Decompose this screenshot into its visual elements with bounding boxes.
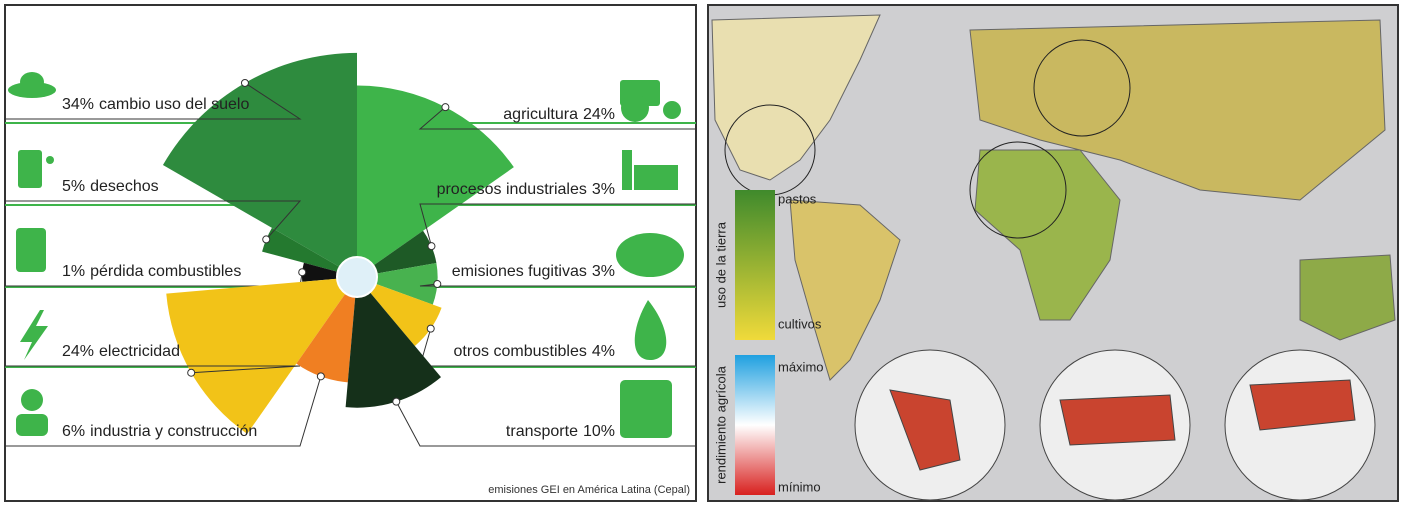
leader-line: [5, 82, 302, 120]
source: emisiones GEI en América Latina (Cepal): [488, 484, 690, 496]
category-name: transporte: [506, 423, 578, 440]
legend-title: uso de la tierra: [713, 221, 728, 308]
value-label: 6%: [62, 423, 85, 440]
category-name: procesos industriales: [437, 181, 587, 198]
leader-dot: [392, 397, 401, 406]
legend-label: máximo: [778, 359, 824, 374]
category-name: otros combustibles: [453, 343, 586, 360]
continents: [711, 14, 1396, 381]
category-label: transporte 10%: [506, 423, 615, 440]
yield-legend-bar: [735, 355, 775, 495]
category-name: electricidad: [99, 343, 180, 360]
leader-dot: [316, 372, 325, 381]
rose-wedge: [262, 227, 357, 277]
leader-line: [5, 200, 302, 240]
leader-dot: [240, 78, 249, 87]
category-label: 34% cambio uso del suelo: [62, 96, 249, 113]
leader-line: [418, 106, 696, 130]
category-label: 6% industria y construcción: [62, 423, 257, 440]
category-label: 5% desechos: [62, 178, 159, 195]
category-label: emisiones fugitivas 3%: [452, 263, 615, 280]
leader-dot: [427, 242, 436, 251]
rose-chart: 34% cambio uso del suelo 5% desechos 1% pérdi…: [5, 52, 696, 447]
rose-wedge: [296, 277, 357, 383]
category-name: agricultura: [503, 106, 578, 123]
value-label: 4%: [592, 343, 615, 360]
leader-dot: [426, 324, 435, 333]
rose-wedge: [357, 85, 514, 277]
leader-dot: [187, 368, 196, 377]
category-name: industria y construcción: [90, 423, 257, 440]
legend-label: cultivos: [778, 316, 822, 331]
rose-wedge: [357, 277, 442, 346]
category-label: procesos industriales 3%: [437, 181, 615, 198]
leader-line: [5, 376, 322, 447]
leader-dot: [433, 280, 442, 289]
rose-wedge: [166, 277, 357, 434]
leader-line: [419, 203, 696, 247]
leader-dot: [441, 103, 450, 112]
category-label: agricultura 24%: [503, 106, 615, 123]
rose-wedge: [357, 230, 437, 277]
category-label: 24% electricidad: [62, 343, 180, 360]
leader-line: [395, 401, 696, 447]
legend-label: mínimo: [778, 479, 821, 494]
value-label: 3%: [592, 263, 615, 280]
category-name: pérdida combustibles: [90, 263, 241, 280]
zoom-circle: [969, 141, 1067, 239]
value-label: 34%: [62, 96, 94, 113]
center-hub: [336, 256, 378, 298]
category-label: otros combustibles 4%: [453, 343, 615, 360]
leader-dot: [262, 235, 271, 244]
rose-wedge: [357, 263, 438, 305]
rose-wedge: [345, 277, 441, 408]
value-label: 24%: [583, 106, 615, 123]
land-use-legend-bar: [735, 190, 775, 340]
legend-label: pastos: [778, 191, 817, 206]
value-label: 1%: [62, 263, 85, 280]
legend-title: rendimiento agrícola: [713, 365, 728, 484]
leader-line: [419, 283, 696, 287]
leader-dot: [298, 268, 307, 277]
inset-maps: [854, 349, 1376, 501]
category-name: emisiones fugitivas: [452, 263, 587, 280]
category-name: desechos: [90, 178, 159, 195]
value-label: 5%: [62, 178, 85, 195]
value-label: 3%: [592, 181, 615, 198]
rose-wedge: [162, 52, 357, 277]
value-label: 24%: [62, 343, 94, 360]
category-name: cambio uso del suelo: [99, 96, 249, 113]
zoom-circle: [1033, 39, 1131, 137]
category-label: 1% pérdida combustibles: [62, 263, 241, 280]
value-label: 10%: [583, 423, 615, 440]
icons: [8, 72, 684, 438]
